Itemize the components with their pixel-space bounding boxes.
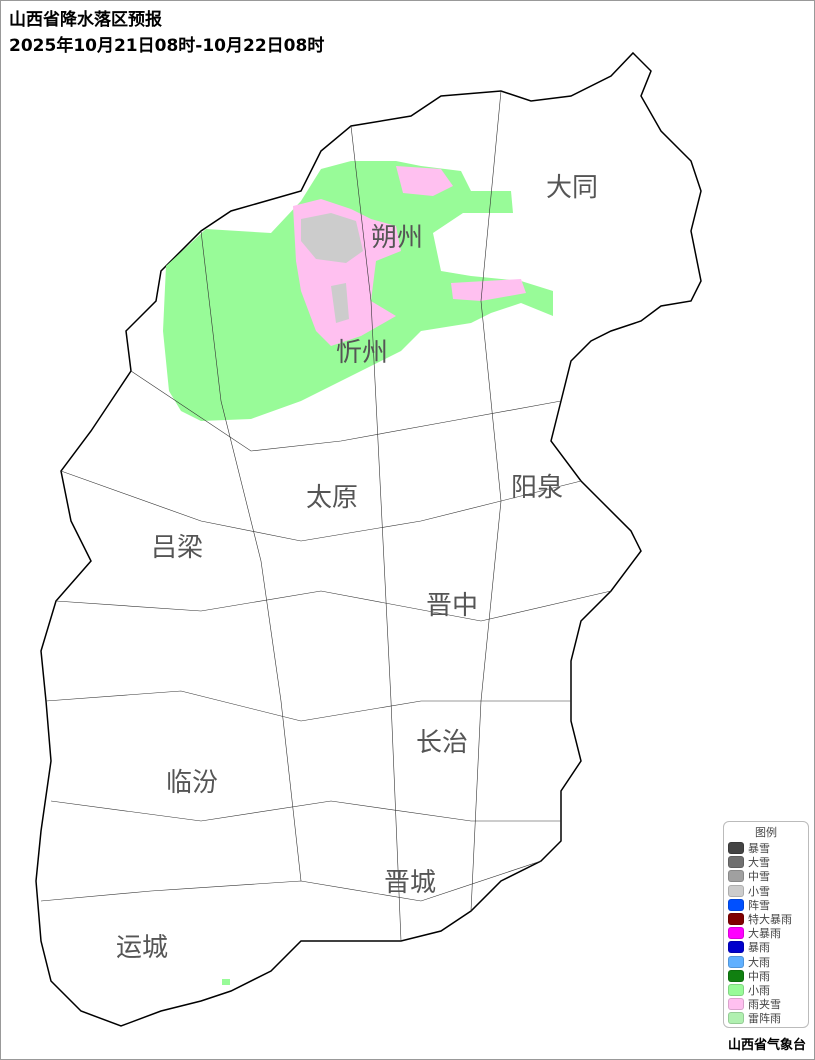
- legend-label: 阵雪: [748, 898, 770, 912]
- legend-label: 小雪: [748, 884, 770, 898]
- legend-item: 小雪: [724, 884, 808, 898]
- city-label-shuozhou: 朔州: [371, 223, 423, 253]
- legend-swatch: [728, 983, 744, 996]
- map-title: 山西省降水落区预报: [9, 10, 162, 30]
- legend-item: 雷阵雨: [724, 1011, 808, 1025]
- legend-swatch: [728, 842, 744, 855]
- legend-item: 中雪: [724, 869, 808, 883]
- legend-swatch: [728, 969, 744, 982]
- city-label-datong: 大同: [546, 173, 598, 203]
- legend-swatch: [728, 955, 744, 968]
- legend-label: 中雪: [748, 870, 770, 884]
- light-snow-area: [301, 213, 363, 263]
- legend-item: 暴雪: [724, 841, 808, 855]
- map-period: 2025年10月21日08时-10月22日08时: [9, 36, 325, 56]
- legend-swatch: [728, 1012, 744, 1025]
- city-label-lvliang: 吕梁: [151, 533, 203, 563]
- legend-item: 雨夹雪: [724, 997, 808, 1011]
- city-label-yuncheng: 运城: [116, 933, 168, 963]
- legend: 图例 暴雪 大雪 中雪 小雪 阵雪 特大暴雨 大暴雨 暴雨 大雨 中雨 小雨 雨夹雪 雷阵雨: [723, 821, 809, 1028]
- legend-swatch: [728, 898, 744, 911]
- legend-swatch: [728, 927, 744, 940]
- legend-swatch: [728, 998, 744, 1011]
- legend-item: 大雨: [724, 955, 808, 969]
- city-label-changzhi: 长治: [416, 728, 468, 758]
- legend-label: 暴雨: [748, 941, 770, 955]
- legend-swatch: [728, 856, 744, 869]
- legend-label: 雨夹雪: [748, 998, 781, 1012]
- city-label-taiyuan: 太原: [306, 483, 358, 513]
- legend-label: 雷阵雨: [748, 1012, 781, 1026]
- legend-item: 大暴雨: [724, 926, 808, 940]
- county-boundaries: [40, 90, 612, 942]
- city-label-jincheng: 晋城: [384, 868, 436, 898]
- city-label-linfen: 临汾: [166, 768, 218, 798]
- sleet-area-north: [396, 166, 453, 196]
- legend-label: 中雨: [748, 969, 770, 983]
- city-label-xinzhou: 忻州: [336, 338, 388, 368]
- legend-item: 特大暴雨: [724, 912, 808, 926]
- legend-label: 小雨: [748, 983, 770, 997]
- legend-swatch: [728, 913, 744, 926]
- legend-title: 图例: [755, 826, 777, 839]
- city-label-jinzhong: 晋中: [426, 591, 478, 621]
- legend-item: 暴雨: [724, 940, 808, 954]
- city-label-yangquan: 阳泉: [511, 473, 563, 503]
- legend-label: 大雪: [748, 856, 770, 870]
- issuer-label: 山西省气象台: [727, 1038, 806, 1053]
- legend-item: 小雨: [724, 983, 808, 997]
- legend-label: 大雨: [748, 955, 770, 969]
- legend-swatch: [728, 884, 744, 897]
- legend-item: 中雨: [724, 969, 808, 983]
- legend-swatch: [728, 870, 744, 883]
- legend-label: 暴雪: [748, 842, 770, 856]
- legend-item: 大雪: [724, 855, 808, 869]
- light-snow-area-2: [331, 283, 349, 323]
- sleet-area-east: [451, 279, 526, 301]
- legend-label: 特大暴雨: [748, 913, 792, 927]
- legend-label: 大暴雨: [748, 927, 781, 941]
- city-labels: 大同 朔州 忻州 太原 阳泉 吕梁 晋中 长治 临汾 晋城 运城: [116, 173, 598, 963]
- legend-swatch: [728, 941, 744, 954]
- legend-item: 阵雪: [724, 898, 808, 912]
- light-rain-spot: [222, 979, 230, 985]
